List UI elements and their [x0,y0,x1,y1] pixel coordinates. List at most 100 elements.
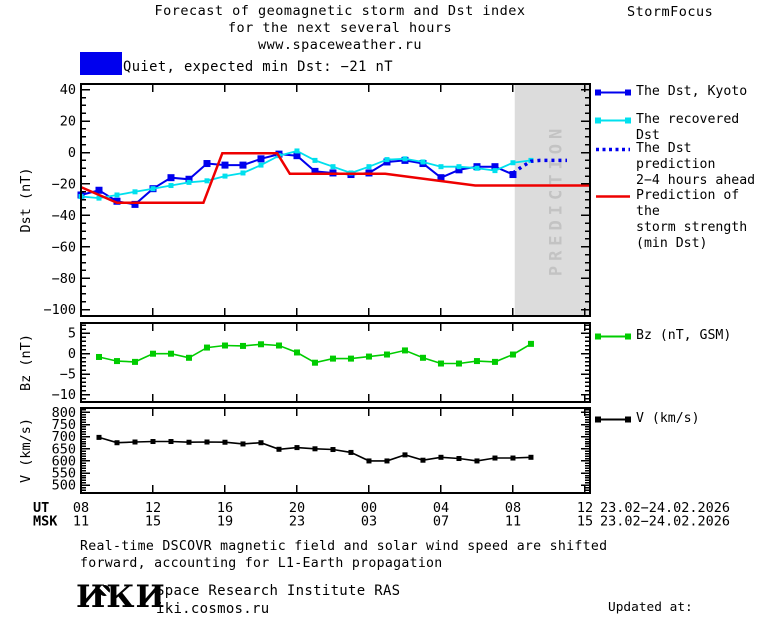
quiet-status-swatch [80,52,122,75]
v-marker [150,439,156,445]
v-marker [474,458,480,464]
dst-marker [294,148,300,154]
bz-marker [293,349,300,356]
bz-ytick-label: 0 [68,346,76,362]
bz-marker [185,354,192,361]
v-marker [528,454,534,460]
v-ytick-label: 750 [52,417,76,433]
dst-marker [258,162,264,168]
v-marker [276,446,282,452]
v-marker [186,439,192,445]
dst-frame [80,83,591,317]
v-marker [348,449,354,455]
dst-marker [312,157,318,163]
dst-marker [186,179,192,185]
dst-marker [492,168,498,174]
dst-marker [474,165,480,171]
dst-marker [96,195,102,201]
dst-marker [510,160,516,166]
dst-marker [456,164,462,170]
dst-marker [509,171,517,179]
bz-marker [455,360,462,367]
dst-series-3 [80,152,590,205]
org-site-url: iki.cosmos.ru [156,601,270,617]
bz-marker [239,342,246,349]
dst-series-1 [80,150,532,200]
bz-marker [383,351,390,358]
v-marker [168,439,174,445]
org-name: Space Research Institute RAS [156,583,401,599]
xtick-label: 03 [361,514,377,530]
xtick-label: 16 [217,500,233,516]
v-frame [80,407,591,494]
dst-marker [330,164,336,170]
xtick-label: 11 [73,514,89,530]
dst-marker [491,163,499,171]
xaxis-row-ut: UT 08 12 16 20 00 04 08 12 23.02−24.02.2026 [33,500,730,516]
iki-logo-dot-icon [99,585,110,596]
bz-marker [329,355,336,362]
dst-ytick-label: 40 [60,82,76,98]
xtick-label: 20 [289,500,305,516]
dst-marker [95,186,103,194]
bz-marker [257,341,264,348]
dst-plot: PREDICTION 40 20 0 −20 −40 −60 −80 −100 Dst (nT) [18,82,591,318]
dst-marker [185,175,193,183]
dst-marker [132,189,138,195]
updated-at-title: Updated at: [608,600,693,615]
v-marker [114,440,120,446]
dst-marker [203,160,211,168]
xaxis-date-range: 23.02−24.02.2026 [600,514,730,530]
prediction-band-label: PREDICTION [546,124,566,276]
v-marker [384,458,390,464]
v-marker [312,446,318,452]
bz-marker [527,340,534,347]
bz-marker [203,344,210,351]
xaxis-row-label: MSK [33,514,58,530]
bz-marker [347,355,354,362]
dst-marker [113,197,121,205]
xaxis-date-range: 23.02−24.02.2026 [600,500,730,516]
dst-marker [311,167,319,175]
dst-marker [240,170,246,176]
bz-marker [131,358,138,365]
dst-marker [384,157,390,163]
dst-ytick-label: −40 [52,208,76,224]
prediction-band [514,84,590,316]
xtick-label: 12 [577,500,593,516]
dst-marker [114,192,120,198]
bz-marker [437,360,444,367]
v-ytick-label: 500 [52,478,76,494]
dst-marker [257,155,265,163]
v-marker [438,454,444,460]
bz-marker [509,351,516,358]
bz-marker [473,358,480,365]
xtick-label: 19 [217,514,233,530]
v-marker [132,439,138,445]
bz-marker [113,358,120,365]
title-line-2: for the next several hours [227,20,453,36]
bz-marker [491,358,498,365]
page-title: Forecast of geomagnetic storm and Dst in… [0,3,680,54]
v-marker [330,447,336,453]
xtick-label: 12 [145,500,161,516]
xtick-label: 15 [145,514,161,530]
xtick-label: 04 [433,500,449,516]
footer-note-line-2: forward, accounting for L1-Earth propaga… [80,556,443,571]
xtick-label: 08 [505,500,521,516]
dst-marker [167,174,175,182]
v-marker [240,441,246,447]
quiet-status-label: Quiet, expected min Dst: −21 nT [123,59,393,75]
dst-ytick-label: −80 [52,271,76,287]
v-ytick-label: 550 [52,466,76,482]
dst-marker [455,166,463,174]
dst-marker [420,159,426,165]
dst-marker [204,178,210,184]
v-marker [96,434,102,440]
v-marker [492,455,498,461]
title-line-3-url: www.spaceweather.ru [258,37,422,53]
iki-logo: ИКИ [76,579,166,615]
updated-at-block: Updated at: UT 08:05, 24.02.2026 MSK 11:… [608,568,760,620]
xtick-label: 23 [289,514,305,530]
